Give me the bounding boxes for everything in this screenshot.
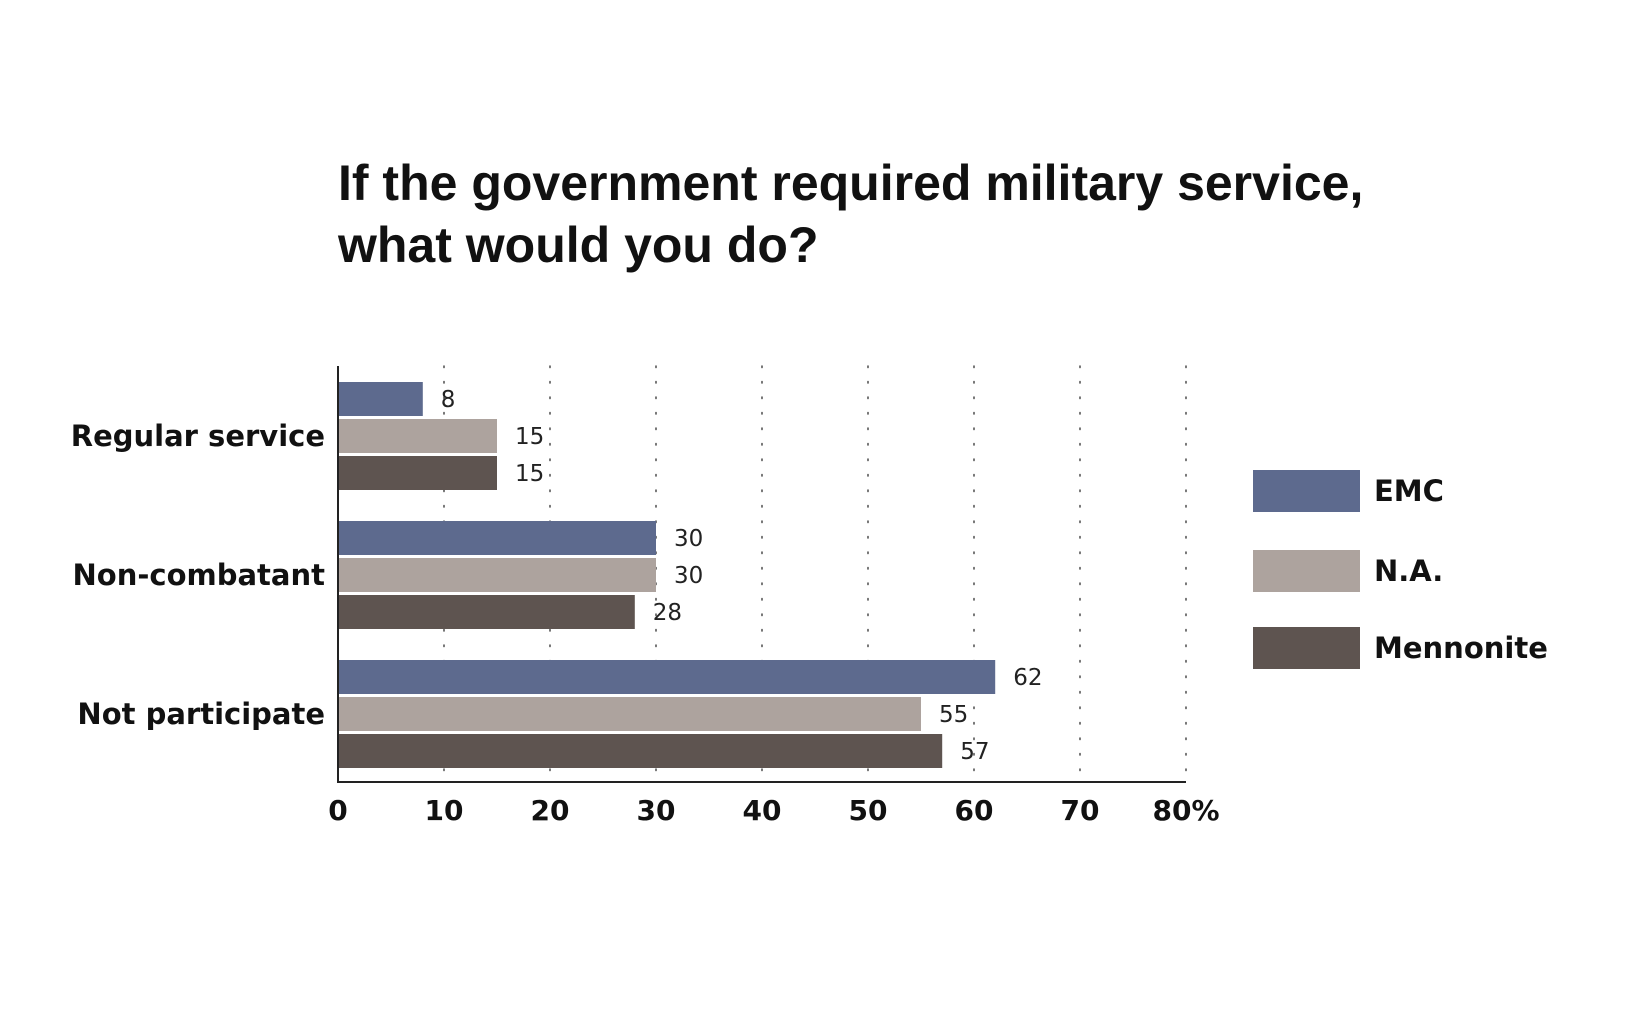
x-tick-label: 10 — [425, 794, 464, 827]
legend-label: N.A. — [1374, 554, 1443, 588]
data-label: 57 — [960, 739, 989, 765]
chart-title-line: what would you do? — [337, 217, 819, 273]
data-label: 8 — [441, 387, 456, 413]
category-labels: Regular service Non-combatant Not particip… — [71, 419, 325, 731]
bar — [338, 456, 497, 490]
data-label: 62 — [1013, 665, 1042, 691]
bar — [338, 521, 656, 555]
bar — [338, 558, 656, 592]
legend-swatch — [1253, 470, 1360, 512]
bars — [338, 382, 996, 768]
chart-title: If the government required military serv… — [337, 155, 1363, 273]
bar — [338, 660, 996, 694]
data-labels: 8 15 15 30 30 28 62 55 57 — [441, 387, 1043, 765]
legend-swatch — [1253, 550, 1360, 592]
data-label: 55 — [939, 702, 968, 728]
category-label: Non-combatant — [73, 558, 326, 592]
bar — [338, 382, 423, 416]
data-label: 30 — [674, 563, 703, 589]
data-label: 15 — [515, 424, 544, 450]
x-tick-labels: 0 10 20 30 40 50 60 70 80% — [328, 794, 1219, 827]
bar — [338, 697, 921, 731]
x-tick-label: 80% — [1152, 794, 1219, 827]
bar — [338, 734, 943, 768]
axes — [337, 366, 1186, 783]
x-tick-label: 30 — [637, 794, 676, 827]
legend-label: Mennonite — [1374, 631, 1548, 665]
x-tick-label: 20 — [531, 794, 570, 827]
bar — [338, 419, 497, 453]
category-label: Regular service — [71, 419, 325, 453]
data-label: 30 — [674, 526, 703, 552]
x-tick-label: 0 — [328, 794, 347, 827]
x-tick-label: 70 — [1061, 794, 1100, 827]
x-tick-label: 50 — [849, 794, 888, 827]
chart-title-line: If the government required military serv… — [338, 155, 1363, 211]
legend: EMC N.A. Mennonite — [1253, 470, 1548, 669]
legend-swatch — [1253, 627, 1360, 669]
data-label: 15 — [515, 461, 544, 487]
legend-label: EMC — [1374, 474, 1444, 508]
data-label: 28 — [653, 600, 682, 626]
x-tick-label: 60 — [955, 794, 994, 827]
bar — [338, 595, 635, 629]
x-tick-label: 40 — [743, 794, 782, 827]
category-label: Not participate — [77, 697, 325, 731]
